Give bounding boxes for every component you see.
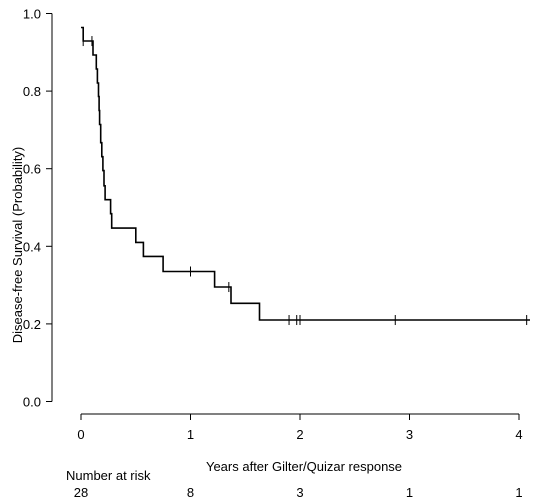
x-tick-label: 4 (515, 427, 522, 442)
y-axis: 0.0 0.2 0.4 0.6 0.8 1.0 (23, 7, 53, 410)
y-tick-label: 0.2 (23, 317, 41, 332)
x-tick-label: 1 (187, 427, 194, 442)
risk-table-label: Number at risk (66, 468, 151, 483)
survival-step-line (81, 26, 530, 321)
survival-curve (81, 26, 530, 321)
x-axis: 0 1 2 3 4 (77, 413, 523, 442)
y-axis-title: Disease-free Survival (Probability) (10, 147, 25, 344)
y-tick-label: 1.0 (23, 7, 41, 22)
y-tick-label: 0.8 (23, 84, 41, 99)
risk-table: Number at risk 28 8 3 1 1 (66, 468, 523, 500)
censor-marks (82, 36, 528, 326)
y-tick-label: 0.6 (23, 162, 41, 177)
x-tick-label: 0 (77, 427, 84, 442)
x-tick-label: 2 (296, 427, 303, 442)
risk-count: 3 (296, 485, 303, 500)
risk-count: 1 (515, 485, 522, 500)
x-tick-label: 3 (406, 427, 413, 442)
y-tick-label: 0.0 (23, 395, 41, 410)
risk-count: 1 (406, 485, 413, 500)
risk-count: 28 (74, 485, 88, 500)
risk-count: 8 (187, 485, 194, 500)
y-tick-label: 0.4 (23, 239, 41, 254)
x-axis-title: Years after Gilter/Quizar response (206, 459, 402, 474)
